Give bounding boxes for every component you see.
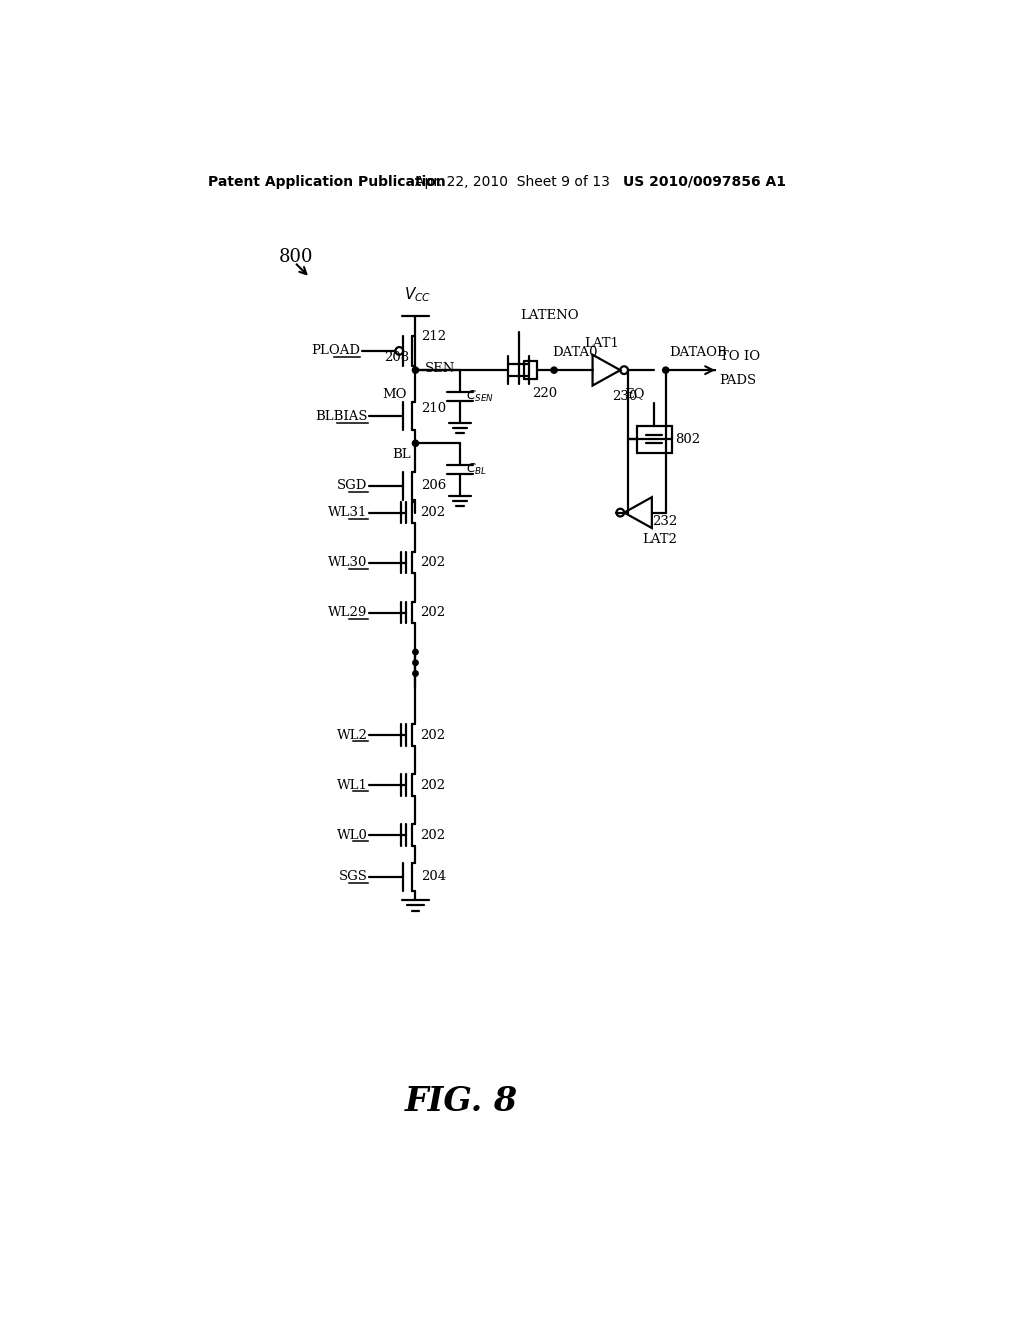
Text: TO IO: TO IO bbox=[720, 350, 760, 363]
Text: 220: 220 bbox=[532, 387, 558, 400]
Text: 802: 802 bbox=[675, 433, 700, 446]
Text: US 2010/0097856 A1: US 2010/0097856 A1 bbox=[624, 174, 786, 189]
Circle shape bbox=[413, 649, 418, 655]
Text: 206: 206 bbox=[421, 479, 446, 492]
Circle shape bbox=[663, 367, 669, 374]
Text: SGS: SGS bbox=[339, 870, 368, 883]
Text: 204: 204 bbox=[421, 870, 446, 883]
Text: 210: 210 bbox=[421, 401, 446, 414]
Text: LAT1: LAT1 bbox=[585, 337, 620, 350]
Text: $V_{CC}$: $V_{CC}$ bbox=[404, 285, 431, 304]
Text: Apr. 22, 2010  Sheet 9 of 13: Apr. 22, 2010 Sheet 9 of 13 bbox=[416, 174, 610, 189]
Text: SEN: SEN bbox=[425, 362, 455, 375]
Text: 232: 232 bbox=[652, 515, 677, 528]
Text: LATENO: LATENO bbox=[520, 309, 579, 322]
Text: 212: 212 bbox=[421, 330, 446, 343]
Circle shape bbox=[551, 367, 557, 374]
Text: 208: 208 bbox=[384, 351, 410, 364]
Text: BL: BL bbox=[392, 447, 411, 461]
Text: WL29: WL29 bbox=[329, 606, 368, 619]
Text: WL30: WL30 bbox=[329, 556, 368, 569]
Text: WL0: WL0 bbox=[337, 829, 368, 842]
Text: Patent Application Publication: Patent Application Publication bbox=[208, 174, 445, 189]
Text: WL2: WL2 bbox=[337, 729, 368, 742]
Text: 230: 230 bbox=[611, 391, 637, 403]
Text: DATA0: DATA0 bbox=[553, 346, 598, 359]
Text: MO: MO bbox=[383, 388, 407, 401]
Text: 202: 202 bbox=[420, 606, 445, 619]
Text: $C_{SEN}$: $C_{SEN}$ bbox=[466, 389, 495, 404]
Text: EQ: EQ bbox=[625, 387, 645, 400]
Text: PLOAD: PLOAD bbox=[311, 345, 360, 358]
Text: BLBIAS: BLBIAS bbox=[315, 409, 368, 422]
Circle shape bbox=[413, 671, 418, 676]
Circle shape bbox=[413, 441, 419, 446]
Text: 202: 202 bbox=[420, 729, 445, 742]
Text: 202: 202 bbox=[420, 556, 445, 569]
Bar bbox=[637, 425, 672, 453]
Circle shape bbox=[413, 660, 418, 665]
Text: 202: 202 bbox=[420, 829, 445, 842]
Text: SGD: SGD bbox=[337, 479, 368, 492]
Text: 202: 202 bbox=[420, 506, 445, 519]
Circle shape bbox=[413, 367, 419, 374]
Text: WL31: WL31 bbox=[329, 506, 368, 519]
Text: PADS: PADS bbox=[720, 374, 757, 387]
Text: 800: 800 bbox=[279, 248, 313, 265]
Text: 202: 202 bbox=[420, 779, 445, 792]
Text: LAT2: LAT2 bbox=[643, 533, 678, 546]
Text: WL1: WL1 bbox=[337, 779, 368, 792]
Text: $C_{BL}$: $C_{BL}$ bbox=[466, 462, 487, 477]
Text: DATAOB: DATAOB bbox=[670, 346, 727, 359]
Text: FIG. 8: FIG. 8 bbox=[406, 1085, 518, 1118]
